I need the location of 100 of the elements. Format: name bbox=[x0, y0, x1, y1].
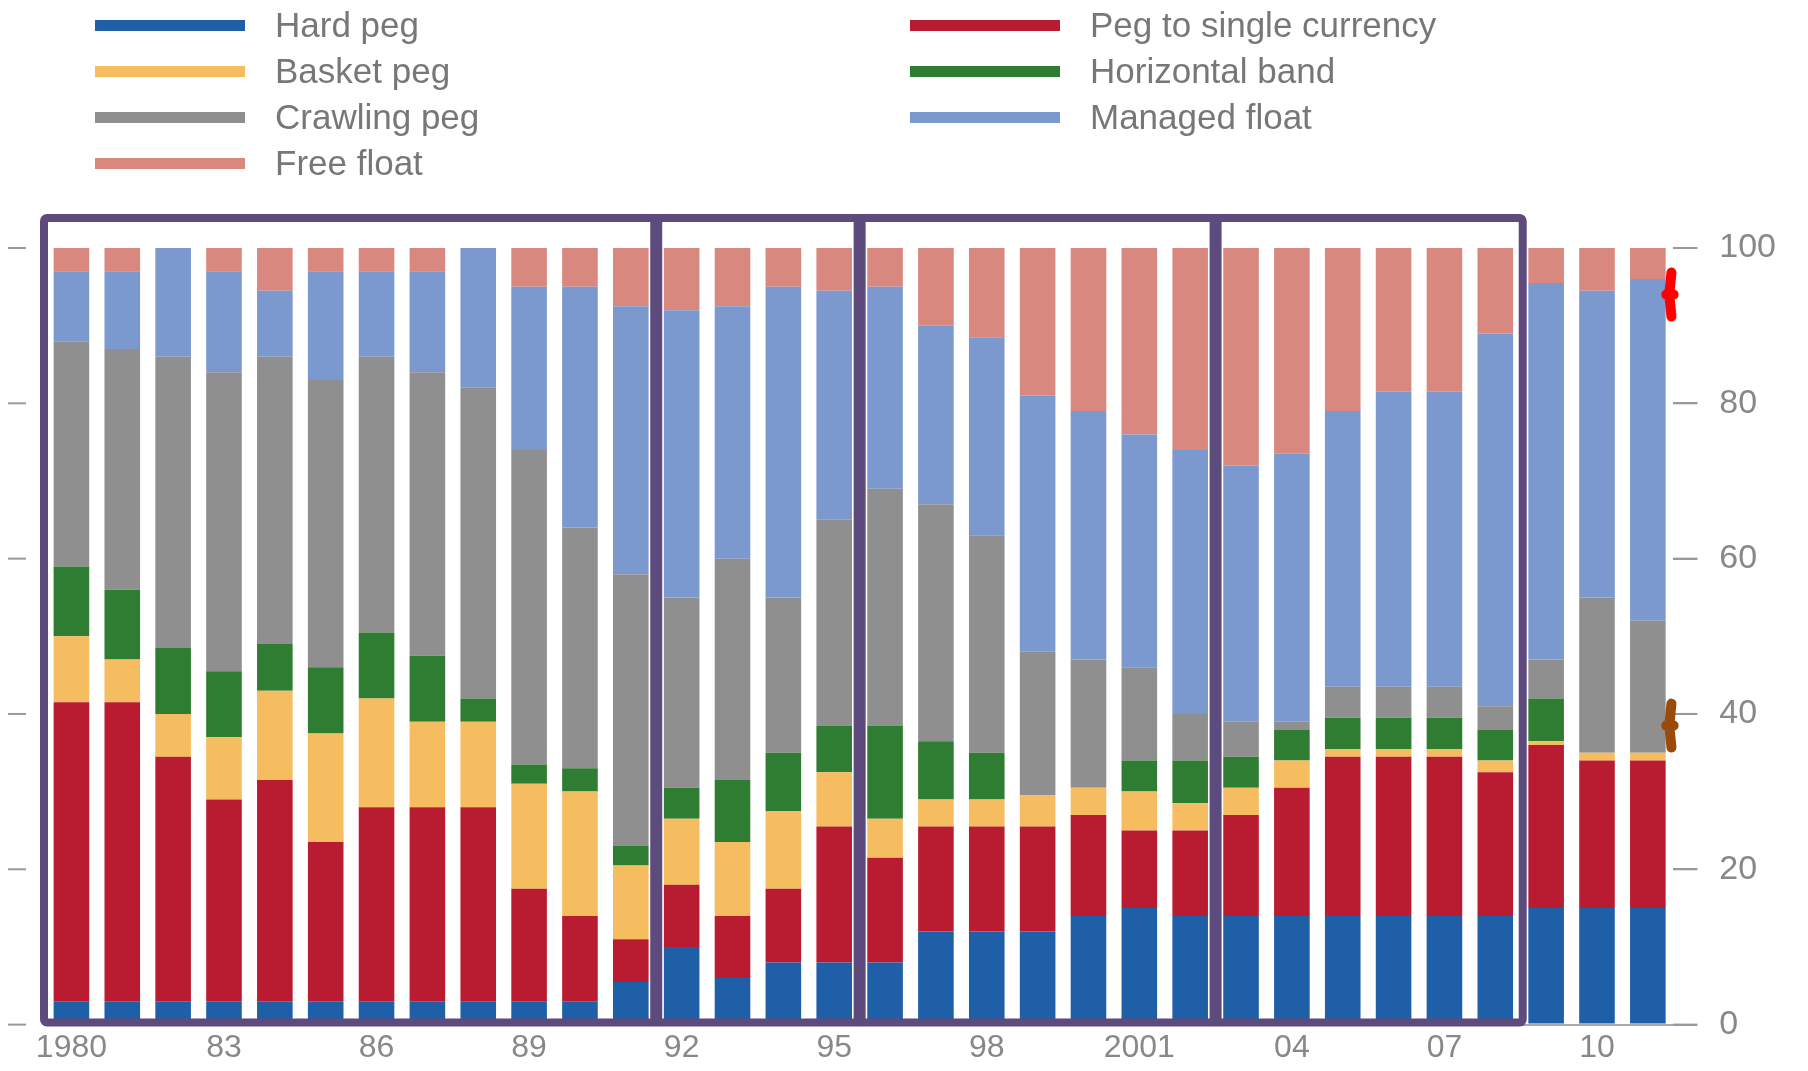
bar bbox=[1324, 411, 1361, 687]
bar bbox=[1019, 826, 1056, 932]
bar bbox=[155, 248, 191, 357]
bar bbox=[663, 818, 700, 885]
bar bbox=[1375, 248, 1412, 392]
y-tick-label: 40 bbox=[1719, 692, 1758, 731]
bar bbox=[968, 535, 1005, 753]
bar bbox=[206, 372, 242, 672]
bar bbox=[918, 325, 954, 505]
bar bbox=[918, 826, 954, 932]
x-tick-label: 98 bbox=[968, 1027, 1005, 1064]
bar bbox=[1375, 717, 1412, 749]
bar bbox=[1426, 748, 1463, 757]
bar bbox=[1477, 706, 1514, 730]
bar bbox=[1172, 803, 1208, 831]
bar bbox=[409, 372, 446, 656]
x-tick-label: 83 bbox=[206, 1027, 242, 1064]
bar bbox=[1070, 659, 1107, 788]
bar bbox=[867, 248, 903, 287]
bar bbox=[968, 337, 1005, 536]
bar bbox=[1172, 830, 1208, 916]
bar bbox=[257, 690, 293, 780]
bar bbox=[1528, 282, 1564, 660]
bar bbox=[307, 380, 344, 668]
bar bbox=[511, 286, 547, 450]
bar bbox=[1579, 290, 1615, 598]
bar bbox=[968, 248, 1005, 338]
legend-label: Crawling peg bbox=[275, 97, 480, 137]
bar bbox=[1172, 449, 1208, 714]
bar bbox=[155, 356, 191, 648]
bar bbox=[1223, 465, 1259, 722]
bar bbox=[816, 519, 853, 726]
bar bbox=[714, 248, 751, 307]
x-tick-label: 10 bbox=[1579, 1027, 1615, 1064]
legend-label: Hard peg bbox=[275, 5, 419, 45]
bar bbox=[1223, 721, 1259, 757]
x-tick-label: 86 bbox=[358, 1027, 395, 1064]
bar bbox=[104, 271, 141, 349]
bar bbox=[1121, 434, 1158, 668]
x-tick-label: 1980 bbox=[35, 1027, 108, 1064]
bar bbox=[1172, 248, 1208, 450]
bar bbox=[867, 818, 903, 858]
y-tick-label: 80 bbox=[1719, 381, 1758, 420]
bar bbox=[663, 310, 700, 598]
bar bbox=[460, 721, 497, 808]
bar bbox=[53, 271, 90, 342]
bar bbox=[1121, 667, 1158, 761]
x-tick-label: 92 bbox=[663, 1027, 700, 1064]
bar bbox=[206, 248, 242, 272]
bar bbox=[206, 737, 242, 800]
bar bbox=[53, 636, 90, 703]
bar bbox=[1528, 745, 1564, 909]
bar bbox=[1070, 814, 1107, 916]
bar bbox=[714, 306, 751, 559]
bar bbox=[663, 884, 700, 947]
bar bbox=[1121, 248, 1158, 435]
bar bbox=[511, 764, 547, 784]
bar bbox=[460, 698, 497, 722]
bar bbox=[1630, 760, 1666, 909]
bar bbox=[1324, 748, 1361, 757]
y-tick-label: 20 bbox=[1719, 847, 1758, 886]
bar bbox=[409, 807, 446, 1002]
bar bbox=[1223, 248, 1259, 466]
bar bbox=[1375, 686, 1412, 718]
bar bbox=[1579, 752, 1615, 761]
bar bbox=[613, 306, 649, 575]
bar bbox=[206, 271, 242, 373]
bar bbox=[409, 248, 446, 272]
bar bbox=[1477, 760, 1514, 773]
bar bbox=[155, 713, 191, 757]
legend-label: Basket peg bbox=[275, 51, 451, 91]
bar bbox=[968, 752, 1005, 800]
bar bbox=[1579, 760, 1615, 909]
bar bbox=[1579, 597, 1615, 753]
bar bbox=[409, 655, 446, 722]
bar bbox=[1274, 453, 1310, 722]
bar bbox=[1172, 713, 1208, 761]
x-tick-label: 04 bbox=[1274, 1027, 1310, 1064]
bar bbox=[562, 791, 598, 916]
bar bbox=[1528, 741, 1564, 746]
bar bbox=[53, 566, 90, 637]
bar bbox=[1477, 772, 1514, 916]
bar bbox=[155, 756, 191, 1002]
bar bbox=[257, 779, 293, 1002]
bar bbox=[867, 488, 903, 726]
bar bbox=[714, 779, 751, 843]
bar bbox=[1528, 248, 1564, 283]
bar bbox=[1375, 748, 1412, 757]
bar bbox=[918, 741, 954, 800]
bar bbox=[918, 504, 954, 742]
legend-label: Managed float bbox=[1090, 97, 1312, 137]
bar bbox=[104, 248, 141, 272]
y-tick-label: 60 bbox=[1719, 537, 1758, 576]
bar bbox=[562, 527, 598, 769]
bar bbox=[663, 597, 700, 788]
bar bbox=[765, 597, 802, 753]
bar bbox=[1426, 686, 1463, 718]
bar bbox=[257, 356, 293, 645]
bar bbox=[1223, 756, 1259, 788]
bar bbox=[511, 248, 547, 287]
